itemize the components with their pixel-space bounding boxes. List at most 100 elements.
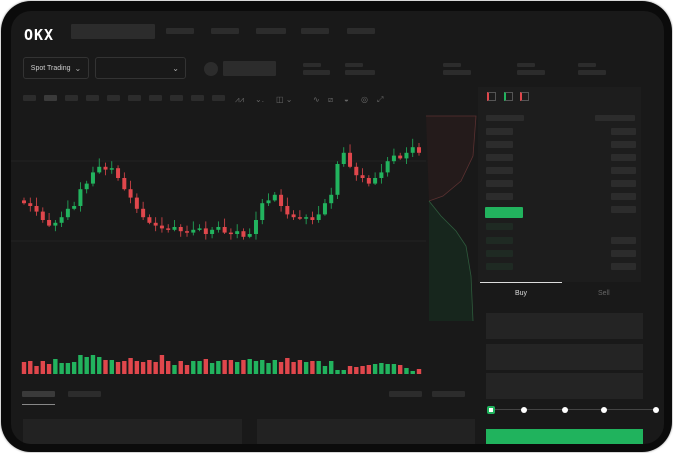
volume-bar: [234, 362, 240, 374]
candle-body: [90, 172, 95, 184]
timeframe-button[interactable]: [149, 95, 162, 101]
candle-body: [97, 166, 102, 173]
candle-body: [266, 200, 271, 204]
candle-body: [279, 194, 284, 206]
tab-open-orders[interactable]: [22, 391, 55, 397]
tab-history[interactable]: [68, 391, 101, 397]
chart-style-icon[interactable]: ◫ ⌄: [276, 95, 293, 104]
filter-button[interactable]: [389, 391, 422, 397]
amount-input[interactable]: [486, 344, 643, 370]
depth-asks-line: [426, 115, 477, 202]
timeframe-button[interactable]: [86, 95, 99, 101]
leverage-slider-track[interactable]: [491, 409, 656, 410]
ask-amount: [611, 128, 636, 135]
sell-tab[interactable]: Sell: [598, 290, 610, 297]
volume-bar: [416, 369, 422, 374]
volume-bar: [172, 365, 177, 374]
candle-body: [272, 194, 277, 201]
nav-item[interactable]: [301, 28, 329, 34]
chart-type-icon[interactable]: ⌄.: [255, 95, 264, 104]
candle-body: [253, 220, 258, 234]
slider-step[interactable]: [653, 407, 659, 413]
volume-bar: [128, 358, 133, 374]
settings-icon[interactable]: ◎: [361, 95, 368, 104]
orderbook-asks-icon[interactable]: [520, 92, 529, 101]
candle-body: [379, 172, 384, 178]
depth-asks: [426, 116, 476, 201]
stat: [443, 70, 471, 75]
timeframe-button[interactable]: [191, 95, 204, 101]
timeframe-button[interactable]: [107, 95, 120, 101]
candle-body: [354, 166, 359, 176]
buy-tab[interactable]: Buy: [515, 290, 528, 297]
camera-icon[interactable]: ◒: [344, 95, 349, 104]
timeframe-button[interactable]: [128, 95, 141, 101]
volume-bar: [379, 363, 384, 374]
nav-item[interactable]: [347, 28, 375, 34]
bid-price: [486, 250, 513, 257]
timeframe-button[interactable]: [170, 95, 183, 101]
chevron-down-icon: ⌄: [74, 63, 82, 73]
volume-bar: [247, 359, 252, 374]
leverage-slider-handle[interactable]: [487, 406, 495, 414]
volume-bar: [291, 362, 296, 374]
candle-body: [228, 232, 233, 235]
orderbook-header: [486, 115, 524, 121]
orderbook-both-icon[interactable]: [487, 92, 496, 101]
slider-step[interactable]: [521, 407, 527, 413]
ask-amount: [611, 206, 636, 213]
orderbook-bids-icon[interactable]: [504, 92, 513, 101]
volume-bar: [209, 363, 215, 374]
volume-bar: [140, 362, 146, 374]
candle-body: [285, 206, 290, 215]
volume-bar: [153, 362, 158, 374]
indicator-icon[interactable]: ⩘⩘: [235, 95, 245, 104]
timeframe-button[interactable]: [65, 95, 78, 101]
pair-dropdown[interactable]: ⌄: [95, 57, 186, 79]
orderbook-header: [595, 115, 635, 121]
slider-step[interactable]: [601, 407, 607, 413]
timeframe-button[interactable]: [44, 95, 57, 101]
volume-bar: [397, 365, 403, 374]
volume-bar: [222, 360, 227, 374]
slider-step[interactable]: [562, 407, 568, 413]
nav-item[interactable]: [166, 28, 194, 34]
volume-bar: [316, 361, 321, 374]
search-bar[interactable]: [71, 24, 155, 39]
bid-amount: [611, 250, 636, 257]
candle-body: [304, 217, 309, 219]
candle-body: [203, 228, 208, 234]
candle-body: [28, 203, 33, 206]
total-input[interactable]: [486, 373, 643, 399]
volume-bar: [310, 361, 315, 374]
okx-logo: OKX: [24, 26, 55, 44]
volume-bar: [134, 361, 140, 374]
volume-bar: [65, 363, 71, 374]
buy-button[interactable]: [486, 429, 643, 444]
timeframe-button[interactable]: [23, 95, 36, 101]
volume-bar: [109, 360, 114, 374]
ask-price: [486, 167, 513, 174]
spot-trading-dropdown[interactable]: Spot Trading ⌄: [23, 57, 89, 79]
candle-body: [122, 178, 127, 190]
bid-price: [486, 263, 513, 270]
ruler-icon[interactable]: ⧄: [328, 95, 334, 104]
volume-bar: [115, 362, 121, 374]
fullscreen-icon[interactable]: ⤢: [377, 95, 384, 104]
volume-bar: [28, 361, 33, 374]
timeframe-button[interactable]: [212, 95, 225, 101]
candle-body: [373, 178, 378, 184]
candle-body: [410, 147, 415, 153]
candlestick-chart[interactable]: [11, 106, 481, 376]
candle-body: [103, 166, 108, 170]
volume-bar: [285, 358, 290, 374]
nav-item[interactable]: [256, 28, 286, 34]
candle-body: [197, 228, 202, 230]
candle-body: [185, 231, 190, 233]
filter-button[interactable]: [432, 391, 465, 397]
price-input[interactable]: [486, 313, 643, 339]
candle-body: [40, 211, 45, 220]
draw-line-icon[interactable]: ∿: [313, 95, 320, 104]
nav-item[interactable]: [211, 28, 239, 34]
candle-body: [22, 200, 26, 204]
